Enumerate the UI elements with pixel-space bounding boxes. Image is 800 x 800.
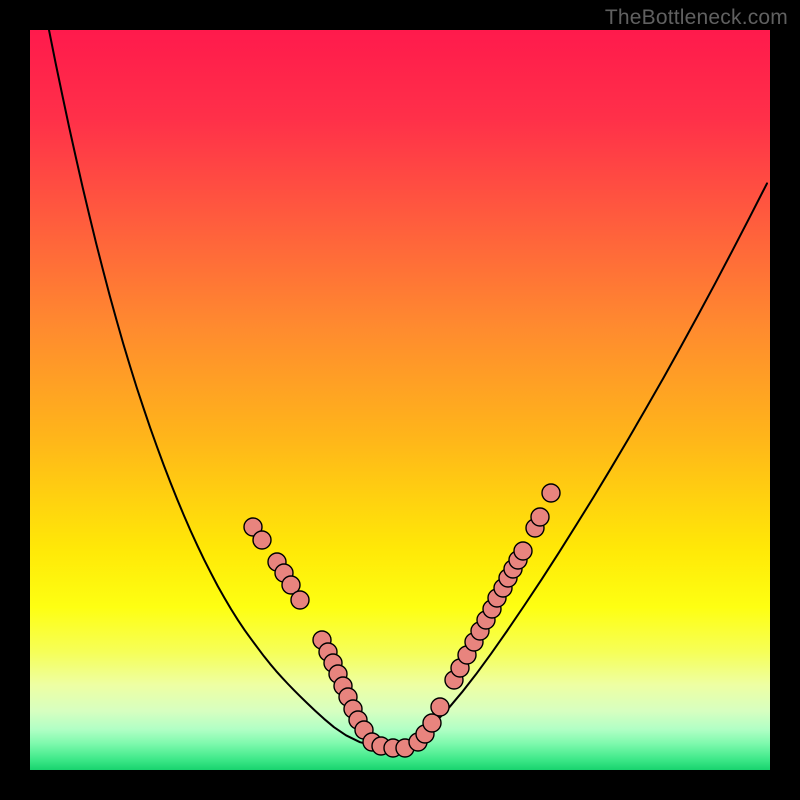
data-marker bbox=[253, 531, 271, 549]
plot-area bbox=[30, 30, 770, 770]
data-marker bbox=[423, 714, 441, 732]
watermark-text: TheBottleneck.com bbox=[605, 6, 788, 30]
chart-container: TheBottleneck.com bbox=[0, 0, 800, 800]
data-marker bbox=[542, 484, 560, 502]
plot-svg bbox=[30, 30, 770, 770]
data-marker bbox=[531, 508, 549, 526]
data-marker bbox=[431, 698, 449, 716]
data-marker bbox=[291, 591, 309, 609]
data-marker bbox=[514, 542, 532, 560]
